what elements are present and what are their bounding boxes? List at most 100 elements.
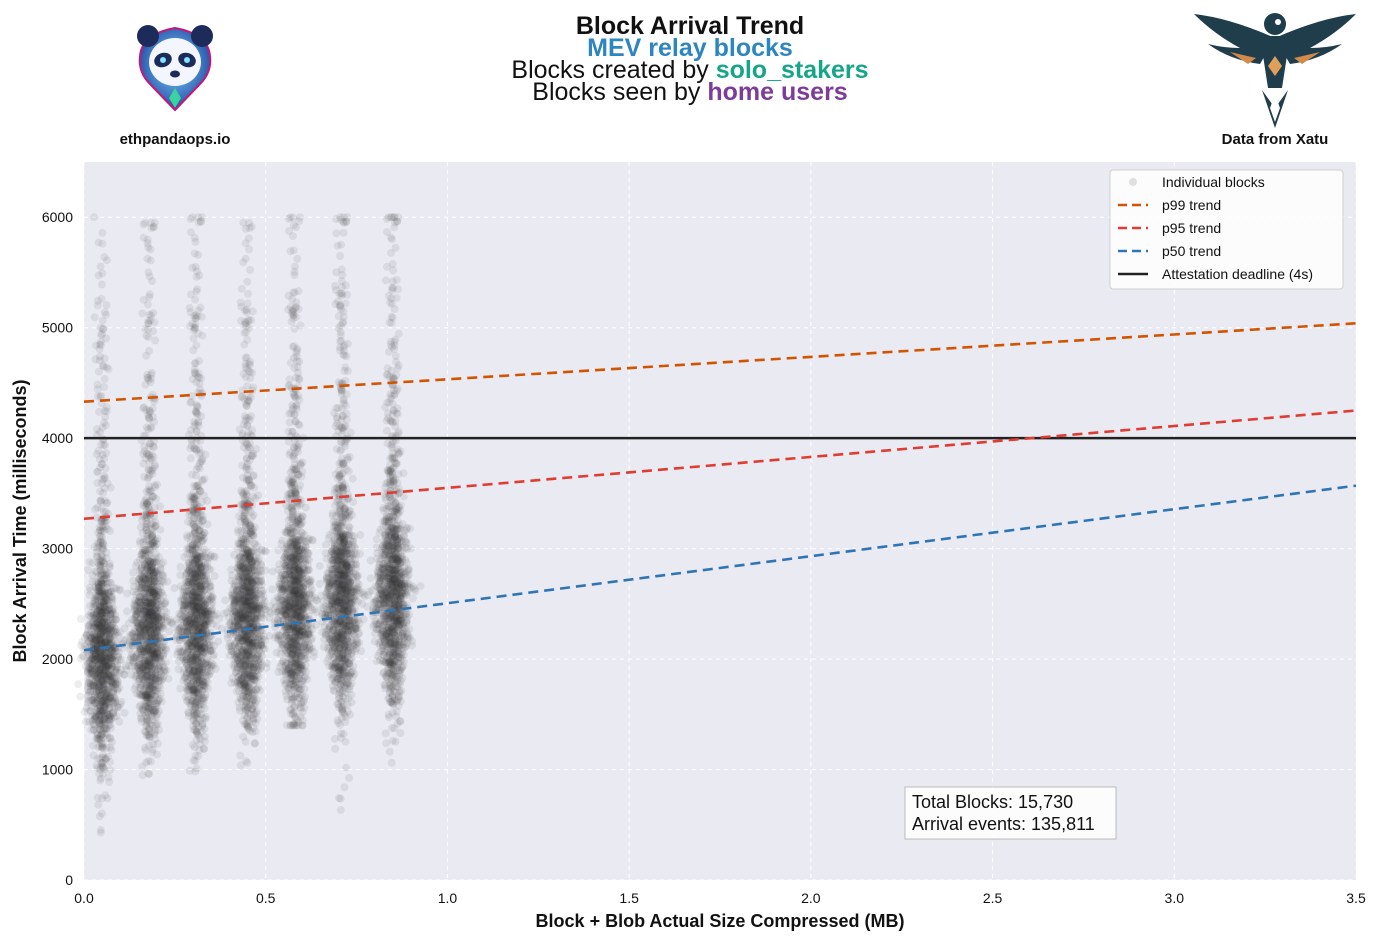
data-point bbox=[91, 594, 99, 603]
data-point bbox=[176, 624, 185, 633]
data-point bbox=[236, 751, 245, 760]
data-point bbox=[96, 615, 105, 624]
data-point bbox=[147, 658, 156, 667]
data-point bbox=[139, 220, 148, 229]
data-point bbox=[95, 356, 104, 365]
data-point bbox=[251, 739, 260, 748]
data-point bbox=[149, 412, 157, 421]
data-point bbox=[88, 650, 97, 659]
data-point bbox=[89, 611, 98, 620]
data-point bbox=[94, 674, 103, 683]
data-point bbox=[105, 652, 114, 661]
data-point bbox=[90, 693, 99, 702]
data-point bbox=[103, 617, 112, 626]
data-point bbox=[93, 296, 102, 305]
data-point bbox=[186, 215, 195, 223]
data-point bbox=[141, 325, 150, 333]
data-point bbox=[156, 633, 165, 642]
data-point bbox=[154, 594, 163, 603]
data-point bbox=[191, 295, 200, 304]
data-point bbox=[146, 245, 155, 254]
data-point bbox=[194, 752, 203, 760]
data-point bbox=[199, 694, 208, 702]
data-point bbox=[103, 709, 112, 718]
data-point bbox=[97, 280, 106, 289]
data-point bbox=[174, 665, 183, 674]
data-point bbox=[84, 682, 92, 691]
data-point bbox=[83, 667, 92, 675]
data-point bbox=[94, 528, 103, 537]
data-point bbox=[145, 293, 154, 302]
data-point bbox=[138, 309, 147, 318]
data-point bbox=[203, 496, 212, 505]
data-point bbox=[136, 631, 145, 640]
data-point bbox=[245, 465, 254, 474]
data-point bbox=[96, 262, 105, 271]
data-point bbox=[188, 740, 197, 749]
data-point bbox=[99, 597, 108, 605]
data-point bbox=[101, 496, 109, 505]
data-point bbox=[97, 622, 106, 631]
data-point bbox=[115, 585, 124, 594]
data-point bbox=[95, 719, 104, 728]
data-point bbox=[136, 644, 145, 653]
data-point bbox=[157, 697, 166, 706]
data-point bbox=[95, 590, 104, 599]
data-point bbox=[176, 563, 185, 571]
data-point bbox=[185, 304, 194, 312]
data-point bbox=[193, 267, 201, 276]
data-point bbox=[190, 444, 199, 453]
data-point bbox=[189, 346, 198, 355]
data-point bbox=[193, 539, 202, 548]
data-point bbox=[162, 645, 171, 654]
data-point bbox=[200, 534, 209, 543]
data-point bbox=[90, 213, 99, 222]
data-point bbox=[138, 762, 147, 771]
data-point bbox=[199, 622, 208, 631]
data-point bbox=[105, 778, 114, 786]
data-point bbox=[103, 636, 112, 645]
data-point bbox=[89, 687, 98, 696]
data-point bbox=[151, 735, 160, 743]
data-point bbox=[214, 637, 223, 646]
data-point bbox=[198, 331, 207, 340]
data-point bbox=[95, 716, 104, 725]
data-point bbox=[179, 676, 188, 685]
data-point bbox=[99, 677, 108, 686]
data-point bbox=[187, 228, 195, 237]
data-point bbox=[91, 577, 100, 586]
data-point bbox=[162, 608, 171, 617]
data-point bbox=[146, 256, 155, 265]
data-point bbox=[129, 656, 137, 665]
data-point bbox=[89, 631, 98, 640]
data-point bbox=[143, 690, 152, 698]
data-point bbox=[192, 408, 201, 417]
data-point bbox=[149, 542, 158, 550]
data-point bbox=[100, 592, 109, 601]
data-point bbox=[95, 682, 103, 691]
data-point bbox=[164, 674, 173, 683]
data-point bbox=[151, 675, 160, 684]
data-point bbox=[117, 697, 126, 706]
data-point bbox=[100, 375, 109, 383]
data-point bbox=[196, 582, 205, 591]
data-point bbox=[148, 466, 156, 475]
data-point bbox=[240, 340, 249, 349]
data-point bbox=[92, 761, 101, 770]
data-point bbox=[83, 566, 92, 574]
data-point bbox=[180, 553, 189, 562]
data-point bbox=[188, 685, 197, 694]
data-point bbox=[194, 306, 203, 315]
data-point bbox=[96, 658, 105, 667]
data-point bbox=[102, 554, 111, 563]
data-point bbox=[183, 695, 192, 704]
data-point bbox=[155, 662, 164, 671]
data-point bbox=[188, 657, 197, 666]
data-point bbox=[94, 669, 103, 678]
data-point bbox=[193, 602, 202, 611]
data-point bbox=[96, 649, 105, 658]
subtitle-created-prefix: Blocks created by bbox=[511, 56, 716, 84]
data-point bbox=[143, 474, 152, 483]
data-point bbox=[97, 698, 106, 707]
